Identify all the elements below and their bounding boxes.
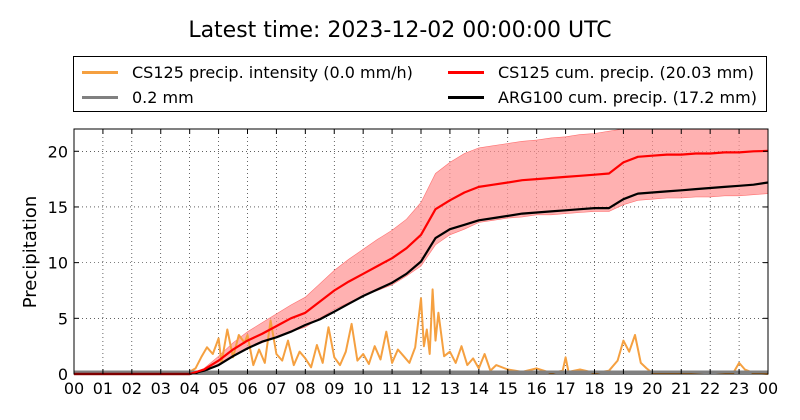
legend-swatch-threshold [82, 95, 118, 99]
x-tick-label: 16 [526, 379, 546, 398]
y-tick-label: 10 [48, 254, 68, 273]
legend: CS125 precip. intensity (0.0 mm/h) 0.2 m… [73, 56, 767, 112]
x-tick-label: 04 [179, 379, 199, 398]
x-tick-label: 08 [295, 379, 315, 398]
x-tick-label: 12 [411, 379, 431, 398]
legend-label-threshold: 0.2 mm [132, 87, 194, 107]
y-tick-label: 0 [58, 365, 68, 384]
tick-labels: 00 01 02 03 04 05 06 07 08 09 10 11 12 13 14 15 16 17 18 19… [48, 142, 779, 398]
x-tick-label: 07 [266, 379, 286, 398]
x-tick-label: 10 [353, 379, 373, 398]
x-tick-label: 21 [671, 379, 691, 398]
x-tick-label: 18 [584, 379, 604, 398]
x-tick-label: 01 [93, 379, 113, 398]
x-tick-label: 22 [700, 379, 720, 398]
y-tick-label: 15 [48, 198, 68, 217]
x-tick-label: 02 [122, 379, 142, 398]
x-tick-label: 23 [729, 379, 749, 398]
x-tick-label: 19 [613, 379, 633, 398]
x-tick-label: 03 [151, 379, 171, 398]
x-tick-label: 20 [642, 379, 662, 398]
y-tick-label: 5 [58, 309, 68, 328]
x-tick-label: 05 [208, 379, 228, 398]
series-line-intensity [73, 288, 769, 375]
legend-item-threshold: 0.2 mm [82, 85, 194, 109]
legend-label-cs125-cum: CS125 cum. precip. (20.03 mm) [498, 62, 754, 82]
chart-title: Latest time: 2023-12-02 00:00:00 UTC [188, 18, 612, 43]
y-tick-label: 20 [48, 142, 68, 161]
series-line-cs125-cum [74, 149, 769, 376]
x-tick-label: 14 [469, 379, 489, 398]
x-tick-label: 09 [324, 379, 344, 398]
legend-item-cs125-cum: CS125 cum. precip. (20.03 mm) [448, 60, 754, 84]
legend-item-intensity: CS125 precip. intensity (0.0 mm/h) [82, 60, 413, 84]
legend-item-arg100-cum: ARG100 cum. precip. (17.2 mm) [448, 85, 757, 109]
x-tick-label: 15 [498, 379, 518, 398]
y-axis-label: Precipitation [20, 196, 41, 309]
x-tick-label: 06 [237, 379, 257, 398]
x-tick-label: 17 [555, 379, 575, 398]
legend-label-arg100-cum: ARG100 cum. precip. (17.2 mm) [498, 87, 757, 107]
x-tick-label: 00 [758, 379, 778, 398]
x-tick-label: 13 [440, 379, 460, 398]
legend-label-intensity: CS125 precip. intensity (0.0 mm/h) [132, 62, 413, 82]
legend-swatch-cs125-cum [448, 70, 484, 74]
legend-swatch-arg100-cum [448, 95, 484, 99]
x-tick-label: 11 [382, 379, 402, 398]
legend-swatch-intensity [82, 70, 118, 74]
x-tick-label: 00 [64, 379, 84, 398]
axes [73, 128, 769, 375]
series-line-arg100-cum [74, 181, 769, 376]
